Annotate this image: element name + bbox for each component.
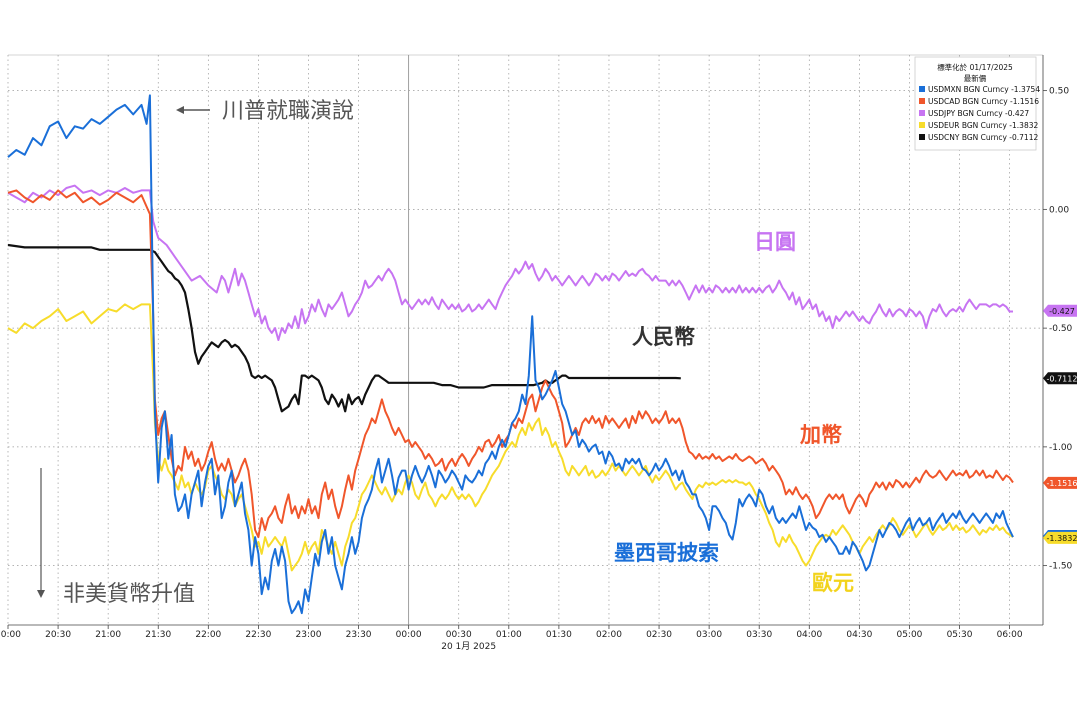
x-tick-label: 22:30: [245, 630, 271, 640]
tag-value: -1.1516: [1047, 479, 1077, 488]
legend-swatch: [919, 98, 925, 104]
last-value-tag-usdcad: -1.1516: [1043, 476, 1077, 489]
x-tick-label: 23:00: [296, 630, 322, 640]
down-arrow-head-icon: [37, 590, 45, 598]
x-tick-label: 02:30: [646, 630, 672, 640]
x-tick-label: 00:00: [396, 630, 422, 640]
usd-weaker-label: 非美貨幣升值: [63, 582, 195, 607]
cny-series-label: 人民幣: [632, 325, 695, 349]
tag-value: -0.7112: [1047, 374, 1077, 383]
grid: [7, 54, 1044, 626]
tag-value: -0.427: [1049, 307, 1075, 316]
y-axis: 0.50 0.00 -0.50 -1.00 -1.50: [1043, 87, 1073, 572]
legend-entry: USDMXN BGN Curncy -1.3754: [928, 85, 1040, 94]
last-value-tags: -1.3754-1.1516-0.427-1.3832-0.7112: [1043, 304, 1077, 544]
left-arrow-head-icon: [176, 106, 184, 114]
x-axis: 20:00 20:30 21:00 21:30 22:00 22:30 23:00 23:30…: [0, 625, 1023, 652]
x-tick-label: 03:00: [696, 630, 722, 640]
last-value-tag-usdcny: -0.7112: [1043, 372, 1077, 385]
legend-swatch: [919, 110, 925, 116]
x-tick-label: 23:30: [346, 630, 372, 640]
legend-box: [914, 56, 1037, 151]
x-date-label: 20 1月 2025: [441, 641, 496, 652]
x-tick-label: 01:00: [496, 630, 522, 640]
x-tick-label: 04:30: [846, 630, 872, 640]
x-tick-label: 05:00: [896, 630, 922, 640]
y-tick-label: -1.50: [1049, 562, 1073, 572]
tag-shape: [1043, 304, 1077, 317]
inauguration-annotation: 川普就職演說: [176, 99, 354, 124]
series-line-usdmxn: [7, 94, 1014, 615]
cad-series-label: 加幣: [799, 423, 842, 447]
x-tick-label: 20:00: [0, 630, 21, 640]
legend-swatch: [919, 86, 925, 92]
legend-entry: USDCAD BGN Curncy -1.1516: [928, 97, 1039, 106]
legend: 標準化於 01/17/2025 最新價 USDMXN BGN Curncy -1…: [914, 56, 1040, 151]
series-line-usdeur: [7, 303, 1014, 572]
x-tick-label: 21:00: [95, 630, 121, 640]
legend-entry: USDCNY BGN Curncy -0.7112: [928, 133, 1038, 142]
legend-title: 標準化於 01/17/2025: [937, 62, 1013, 72]
legend-entry: USDJPY BGN Curncy -0.427: [928, 109, 1029, 118]
series-line-usdcad: [7, 189, 1014, 539]
x-tick-label: 21:30: [145, 630, 171, 640]
y-tick-label: 0.00: [1049, 205, 1069, 215]
legend-swatch: [919, 122, 925, 128]
inauguration-label: 川普就職演說: [222, 99, 354, 124]
x-tick-label: 04:00: [796, 630, 822, 640]
legend-subtitle: 最新價: [964, 73, 987, 83]
y-tick-label: -0.50: [1049, 324, 1073, 334]
tag-value: -1.3832: [1047, 534, 1077, 543]
legend-entry: USDEUR BGN Curncy -1.3832: [928, 121, 1038, 130]
tag-shape: [1043, 531, 1077, 544]
legend-swatch: [919, 134, 925, 140]
tag-shape: [1043, 372, 1077, 385]
series-line-usdjpy: [7, 184, 1013, 341]
x-tick-label: 00:30: [446, 630, 472, 640]
last-value-tag-usdeur: -1.3832: [1043, 531, 1077, 544]
jpy-series-label: 日圓: [754, 230, 796, 254]
x-tick-label: 22:00: [195, 630, 221, 640]
usd-weaker-annotation: 非美貨幣升值: [37, 468, 195, 607]
y-tick-label: 0.50: [1049, 87, 1069, 97]
eur-series-label: 歐元: [812, 571, 854, 595]
x-tick-label: 06:00: [997, 630, 1023, 640]
series-lines: [7, 94, 1014, 615]
x-tick-label: 05:30: [947, 630, 973, 640]
tag-shape: [1043, 476, 1077, 489]
x-tick-label: 01:30: [546, 630, 572, 640]
mxn-series-label: 墨西哥披索: [614, 541, 719, 565]
y-tick-label: -1.00: [1049, 443, 1073, 453]
last-value-tag-usdjpy: -0.427: [1043, 304, 1077, 317]
x-tick-label: 20:30: [45, 630, 71, 640]
x-tick-label: 03:30: [746, 630, 772, 640]
x-tick-label: 02:00: [596, 630, 622, 640]
